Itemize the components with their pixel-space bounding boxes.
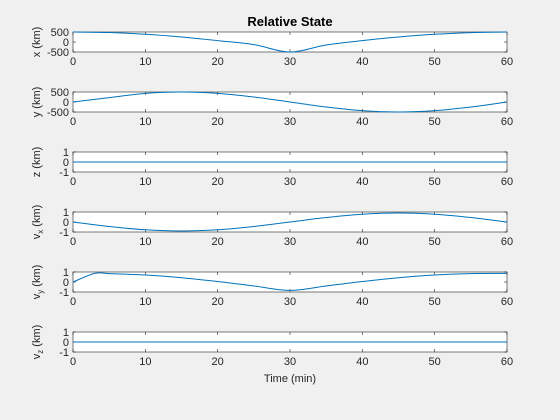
x-tick-label: 20 [212,236,224,248]
x-tick-label: 40 [356,56,368,68]
x-tick-label: 50 [429,176,441,188]
y-tick-label: 500 [51,87,69,99]
x-tick-label: 30 [284,56,296,68]
y-axis-label-main: v [31,293,43,299]
x-tick-label: 0 [70,356,76,368]
x-tick-label: 50 [429,116,441,128]
x-tick-label: 20 [212,176,224,188]
y-tick-label: 0 [63,97,69,109]
y-tick-label: 0 [63,277,69,289]
x-tick-label: 10 [139,296,151,308]
y-tick-label: -1 [59,167,69,179]
y-axis-label: x (km) [31,27,43,58]
y-axis-label-subscript: y [36,290,45,294]
x-tick-label: 0 [70,176,76,188]
x-tick-label: 40 [356,356,368,368]
y-axis-label: vy (km) [31,265,45,300]
y-tick-label: 1 [63,207,69,219]
y-axis-label-unit: (km) [31,205,43,230]
x-tick-label: 20 [212,356,224,368]
y-axis-label: vx (km) [31,205,45,240]
x-axis-label: Time (min) [264,373,316,385]
series-line [72,272,508,291]
series-line [72,91,508,113]
y-tick-label: -1 [59,227,69,239]
y-tick-label: 0 [63,157,69,169]
y-axis-label: y (km) [31,87,43,118]
y-tick-label: 0 [63,37,69,49]
chart-title: Relative State [247,14,332,29]
x-tick-label: 60 [501,356,513,368]
x-tick-label: 30 [284,236,296,248]
y-axis-label-unit: (km) [31,325,43,350]
y-axis-label-subscript: z [36,350,45,354]
y-tick-label: 0 [63,337,69,349]
series-line [72,212,508,232]
x-tick-label: 60 [501,176,513,188]
x-tick-label: 10 [139,356,151,368]
y-axis-label-main: v [31,353,43,359]
x-tick-label: 40 [356,116,368,128]
x-tick-label: 20 [212,56,224,68]
y-axis-label-subscript: x [36,230,45,234]
y-axis-label: z (km) [31,147,43,178]
x-tick-label: 10 [139,56,151,68]
y-tick-label: -500 [47,107,69,119]
x-tick-label: 60 [501,116,513,128]
x-tick-label: 0 [70,296,76,308]
x-tick-label: 30 [284,296,296,308]
y-tick-label: 1 [63,147,69,159]
x-tick-label: 40 [356,296,368,308]
y-tick-label: -1 [59,287,69,299]
x-tick-label: 0 [70,116,76,128]
x-tick-label: 60 [501,236,513,248]
x-tick-label: 30 [284,116,296,128]
y-tick-label: -1 [59,347,69,359]
x-tick-label: 30 [284,176,296,188]
series-line [72,31,508,53]
y-tick-label: 1 [63,267,69,279]
x-tick-label: 10 [139,236,151,248]
x-tick-label: 0 [70,236,76,248]
x-tick-label: 50 [429,56,441,68]
x-tick-label: 0 [70,56,76,68]
x-tick-label: 30 [284,356,296,368]
x-tick-label: 10 [139,116,151,128]
x-tick-label: 40 [356,236,368,248]
y-tick-label: -500 [47,47,69,59]
x-tick-label: 20 [212,296,224,308]
x-tick-label: 60 [501,56,513,68]
x-tick-label: 60 [501,296,513,308]
x-tick-label: 40 [356,176,368,188]
x-tick-label: 50 [429,356,441,368]
y-axis-label-main: v [31,233,43,239]
y-tick-label: 1 [63,327,69,339]
x-tick-label: 50 [429,296,441,308]
x-tick-label: 10 [139,176,151,188]
y-axis-label-unit: (km) [31,265,43,290]
y-tick-label: 500 [51,27,69,39]
y-axis-label: vz (km) [31,325,45,360]
y-tick-label: 0 [63,217,69,229]
x-tick-label: 20 [212,116,224,128]
x-tick-label: 50 [429,236,441,248]
